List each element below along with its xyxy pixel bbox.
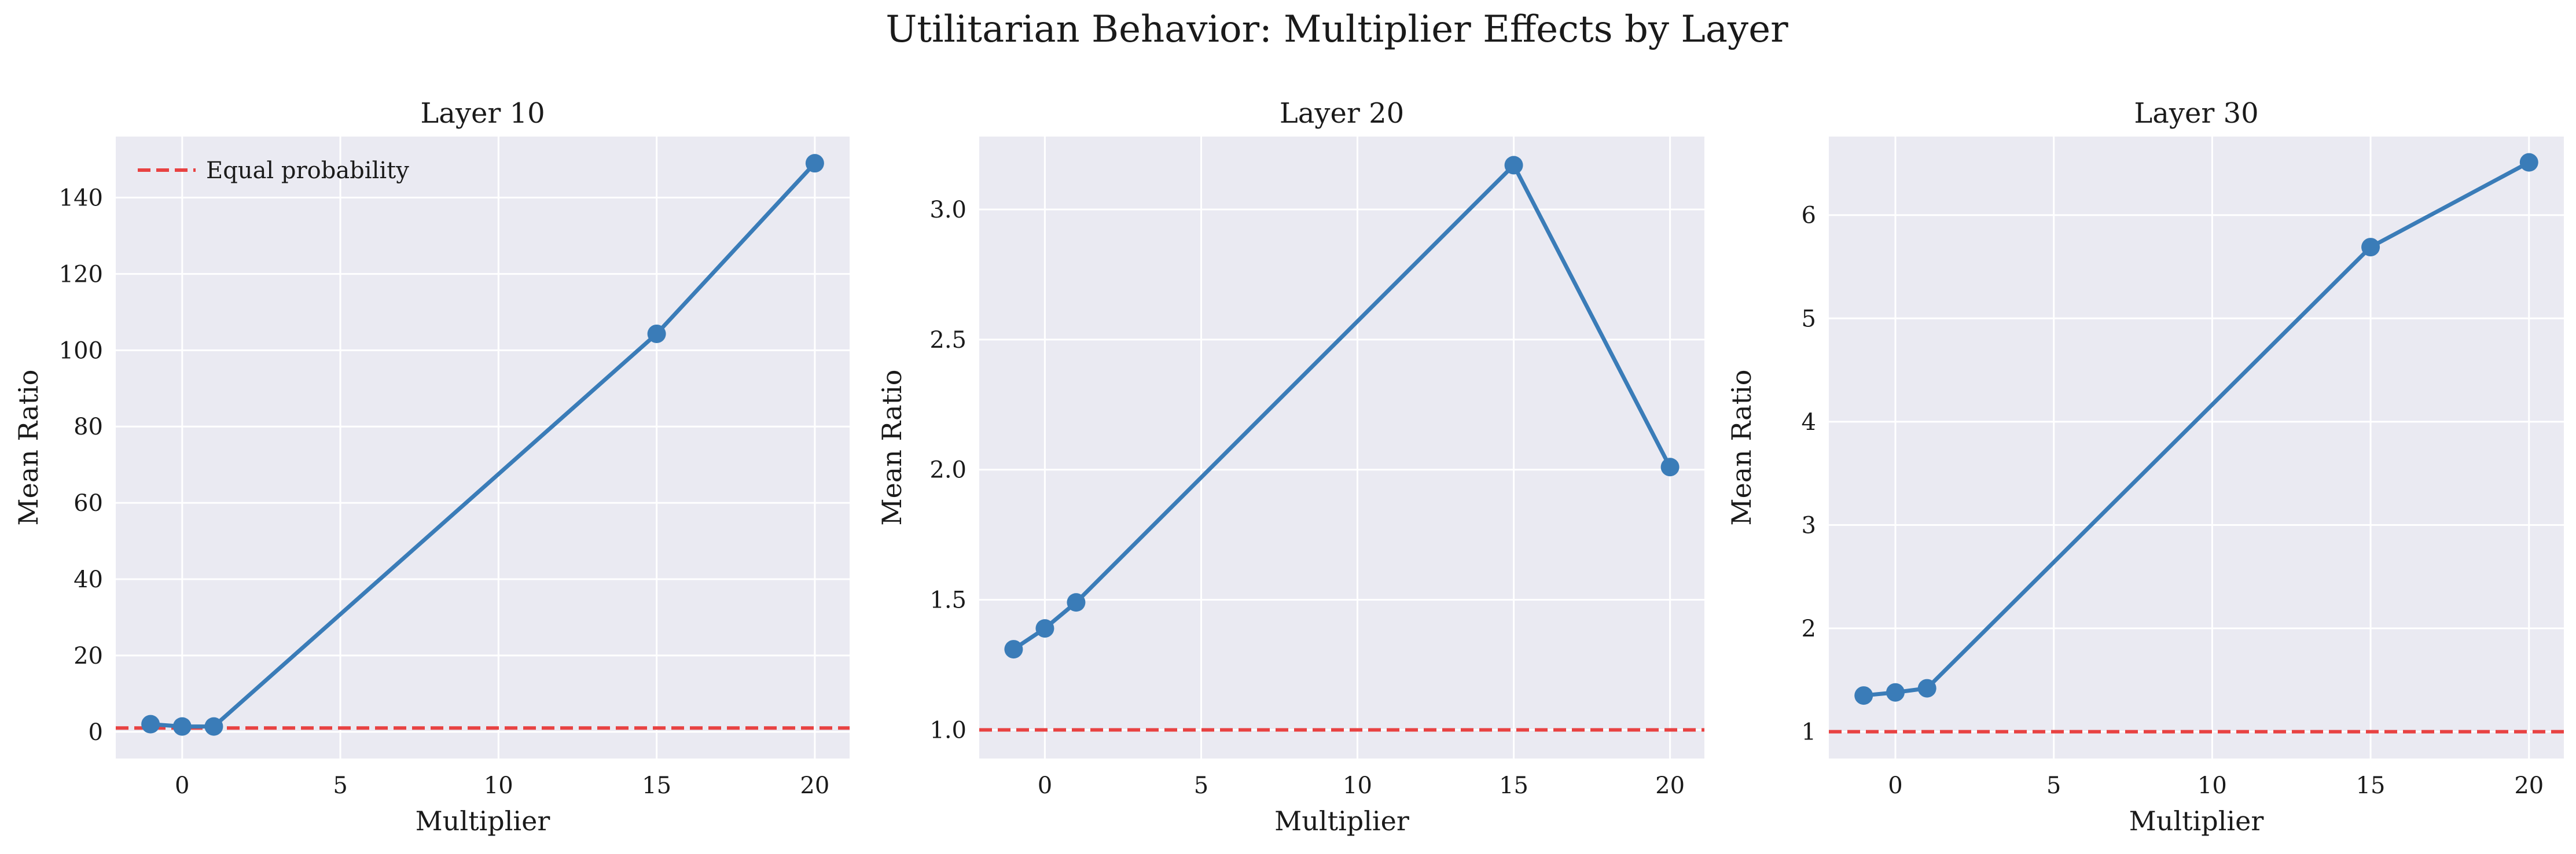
data-point [1067,593,1086,612]
subplot-title: Layer 20 [1280,97,1404,130]
y-tick-label: 1.5 [929,587,967,614]
data-point [204,717,223,736]
figure-title: Utilitarian Behavior: Multiplier Effects… [885,8,1788,51]
y-tick-label: 20 [74,643,103,669]
data-point [647,324,666,343]
subplot-layer-panel: 0 5 10 15 20 0 20 40 60 80 100 120 140 Layer 10 Multip… [13,97,850,837]
y-tick-label: 1 [1802,719,1816,746]
x-axis-label: Multiplier [2129,805,2264,837]
y-axis-label: Mean Ratio [1726,369,1757,525]
data-point [1504,156,1523,175]
x-tick-label: 20 [800,772,829,799]
data-point [2519,153,2538,172]
y-tick-label: 3 [1802,512,1816,539]
y-axis-label: Mean Ratio [13,369,44,525]
subplot-layer-panel: 0 5 10 15 20 1 2 3 4 5 6 Layer 30 Multiplier Mean Rat… [1726,97,2564,837]
subplot-title: Layer 30 [2134,97,2258,130]
x-tick-label: 5 [333,772,347,799]
legend-entry: Equal probability [206,157,409,184]
legend: Equal probability [138,157,409,184]
y-axis-label: Mean Ratio [876,369,907,525]
x-axis-label: Multiplier [1274,805,1409,837]
y-tick-label: 40 [74,566,103,593]
plot-area [1829,137,2564,759]
data-point [2361,238,2380,257]
x-tick-label: 0 [175,772,189,799]
x-tick-label: 20 [1655,772,1685,799]
x-tick-label: 15 [642,772,671,799]
x-tick-label: 10 [484,772,513,799]
y-tick-label: 120 [59,261,103,288]
data-point [1886,683,1905,702]
x-axis-label: Multiplier [416,805,550,837]
x-tick-label: 20 [2514,772,2544,799]
y-tick-label: 140 [59,185,103,212]
x-tick-label: 15 [2356,772,2386,799]
y-tick-label: 60 [74,490,103,517]
x-tick-label: 10 [2197,772,2227,799]
data-point [1660,458,1680,477]
data-point [1035,619,1054,638]
data-point [1854,686,1873,705]
y-tick-label: 5 [1802,305,1816,332]
plot-area [979,137,1704,759]
plot-area [116,137,850,759]
x-tick-label: 5 [1194,772,1208,799]
y-tick-label: 2.5 [929,327,967,354]
y-tick-label: 4 [1802,409,1816,436]
y-tick-label: 2.0 [929,457,967,484]
subplot-title: Layer 10 [420,97,545,130]
x-tick-label: 0 [1888,772,1902,799]
y-tick-label: 6 [1802,203,1816,229]
y-tick-label: 100 [59,337,103,364]
y-tick-label: 0 [89,719,103,746]
data-point [805,154,824,173]
data-point [172,717,192,736]
y-tick-label: 2 [1802,616,1816,642]
y-tick-label: 3.0 [929,197,967,223]
x-tick-label: 15 [1499,772,1528,799]
y-tick-label: 80 [74,414,103,440]
data-point [141,715,160,734]
y-tick-label: 1.0 [929,717,967,744]
x-tick-label: 0 [1038,772,1052,799]
x-tick-label: 10 [1343,772,1372,799]
data-point [1917,679,1936,698]
data-point [1004,640,1023,659]
x-tick-label: 5 [2046,772,2061,799]
subplot-layer-panel: 0 5 10 15 20 1.0 1.5 2.0 2.5 3.0 Layer 20 Multiplie… [876,97,1704,837]
